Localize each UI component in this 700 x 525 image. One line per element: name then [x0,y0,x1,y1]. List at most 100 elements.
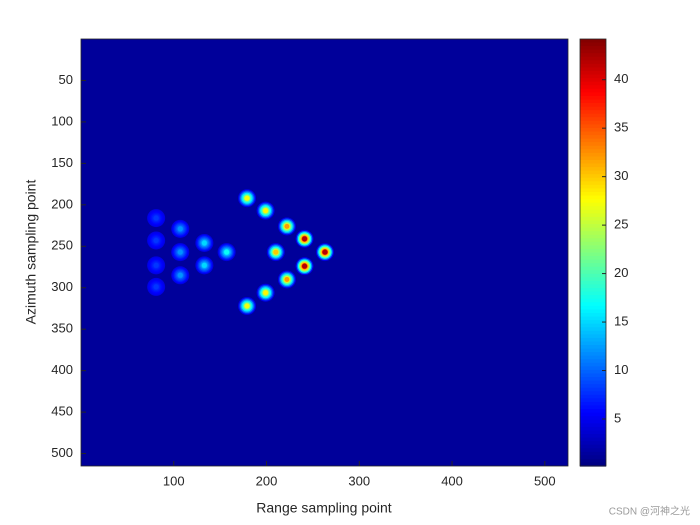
y-tick-label: 150 [51,155,73,170]
colorbar-step [580,124,606,129]
colorbar-step [580,277,606,282]
colorbar-step [580,359,606,364]
colorbar-step [580,266,606,271]
y-tick-label: 250 [51,238,73,253]
spot [263,208,269,214]
colorbar-step [580,227,606,232]
colorbar-step [580,373,606,378]
colorbar-step [580,320,606,325]
colorbar-tick-label: 5 [614,410,621,425]
colorbar-step [580,99,606,104]
colorbar-step [580,238,606,243]
colorbar-step [580,305,606,311]
colorbar-tick-label: 40 [614,71,628,86]
colorbar-box [579,38,607,467]
colorbar-step [580,295,606,300]
colorbar-step [580,195,606,200]
spot [284,276,290,282]
colorbar-tick-label: 15 [614,313,628,328]
colorbar-step [580,49,606,54]
y-tick-label: 300 [51,279,73,294]
colorbar-step [580,430,606,435]
colorbar-step [580,441,606,446]
axes-box [80,38,569,467]
colorbar-step [580,309,606,314]
spot [153,215,159,221]
colorbar-step [580,213,606,218]
colorbar-step [580,81,606,86]
colorbar-step [580,46,606,51]
colorbar-step [580,401,606,407]
colorbar-step [580,156,606,161]
colorbar-tick-label: 25 [614,217,628,232]
spot [322,249,328,255]
colorbar-step [580,85,606,90]
spot [201,262,207,268]
colorbar-step [580,377,606,382]
colorbar-step [580,110,606,115]
colorbar-step [580,288,606,293]
colorbar-step [580,117,606,122]
colorbar-step [580,316,606,321]
colorbar-step [580,199,606,204]
colorbar-step [580,387,606,392]
colorbar-step [580,174,606,179]
colorbar-step [580,380,606,385]
colorbar-step [580,256,606,261]
colorbar-step [580,405,606,410]
colorbar-step [580,394,606,399]
spot [153,284,159,290]
colorbar-step [580,345,606,350]
colorbar-step [580,92,606,97]
colorbar-step [580,152,606,158]
colorbar-step [580,444,606,449]
spot [153,237,159,243]
colorbar-step [580,419,606,424]
colorbar-step [580,159,606,165]
colorbar-step [580,206,606,211]
colorbar-step [580,241,606,246]
colorbar-step [580,63,606,69]
colorbar-step [580,298,606,303]
colorbar-step [580,280,606,286]
y-axis-label: Azimuth sampling point [23,180,39,325]
spot [302,263,308,269]
x-tick-label: 300 [348,473,370,488]
spot [244,303,250,309]
colorbar-step [580,120,606,125]
spot [201,240,207,246]
colorbar-step [580,348,606,353]
x-axis-label: Range sampling point [256,500,392,516]
colorbar-step [580,252,606,257]
colorbar-step [580,145,606,150]
colorbar-step [580,384,606,389]
y-tick-label: 500 [51,445,73,460]
colorbar-step [580,56,606,61]
colorbar-step [580,337,606,343]
colorbar-step [580,138,606,143]
colorbar-step [580,391,606,396]
colorbar-step [580,135,606,140]
colorbar-step [580,273,606,279]
spot [273,249,279,255]
colorbar-step [580,423,606,428]
spot [284,223,290,229]
colorbar-step [580,409,606,414]
colorbar-step [580,167,606,172]
colorbar-step [580,209,606,214]
colorbar-step [580,188,606,193]
x-tick-label: 100 [163,473,185,488]
colorbar-step [580,220,606,225]
colorbar-step [580,127,606,133]
spot [177,249,183,255]
colorbar-step [580,437,606,442]
y-tick-label: 200 [51,196,73,211]
colorbar [580,39,606,467]
colorbar-tick-label: 30 [614,168,628,183]
y-tick-label: 100 [51,113,73,128]
x-tick-label: 200 [256,473,278,488]
colorbar-step [580,74,606,79]
spot [302,236,308,242]
